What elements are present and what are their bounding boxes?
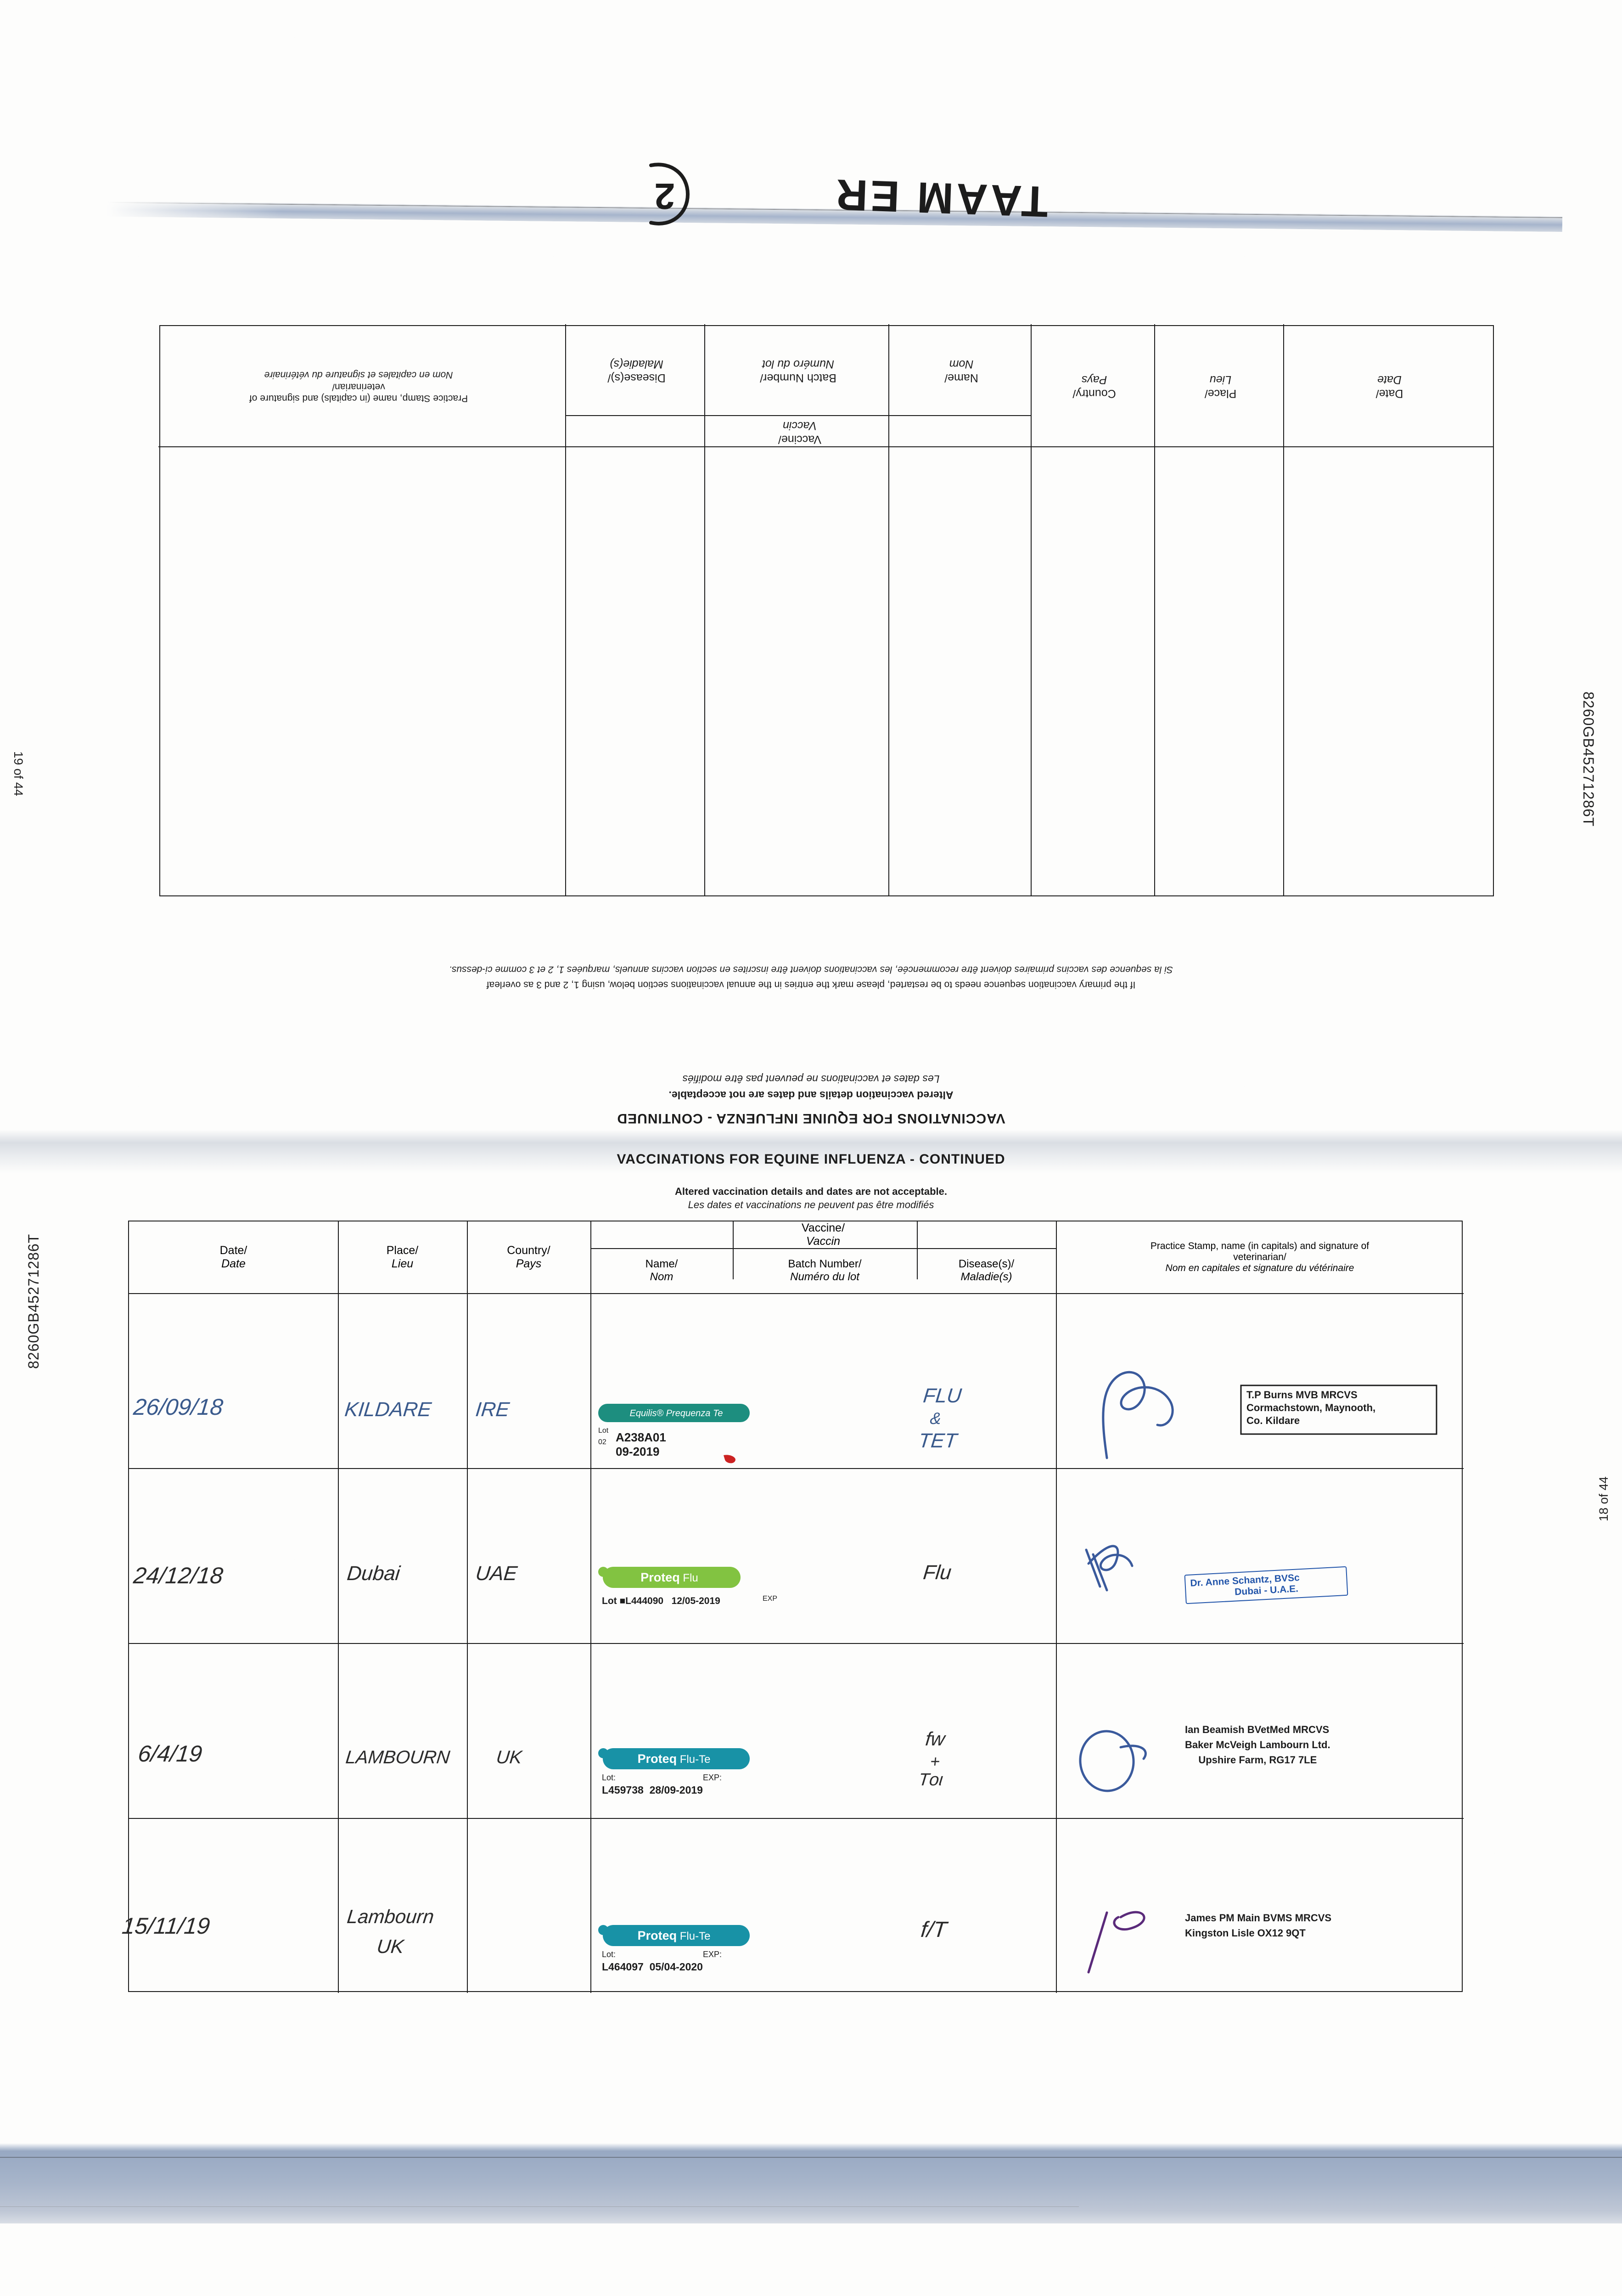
svg-text:T.P Burns MVB MRCVS: T.P Burns MVB MRCVS xyxy=(1246,1389,1358,1401)
svg-text:Equilis® Prequenza Te: Equilis® Prequenza Te xyxy=(629,1408,723,1418)
svg-text:Proteq Flu-Te: Proteq Flu-Te xyxy=(638,1929,711,1942)
svg-text:Proteq Flu-Te: Proteq Flu-Te xyxy=(638,1752,711,1766)
svg-text:Proteq Flu: Proteq Flu xyxy=(640,1570,698,1584)
svg-text:Co. Kildare: Co. Kildare xyxy=(1246,1415,1300,1426)
svg-text:Cormachstown, Maynooth,: Cormachstown, Maynooth, xyxy=(1246,1402,1375,1413)
svg-text:2: 2 xyxy=(655,176,675,217)
